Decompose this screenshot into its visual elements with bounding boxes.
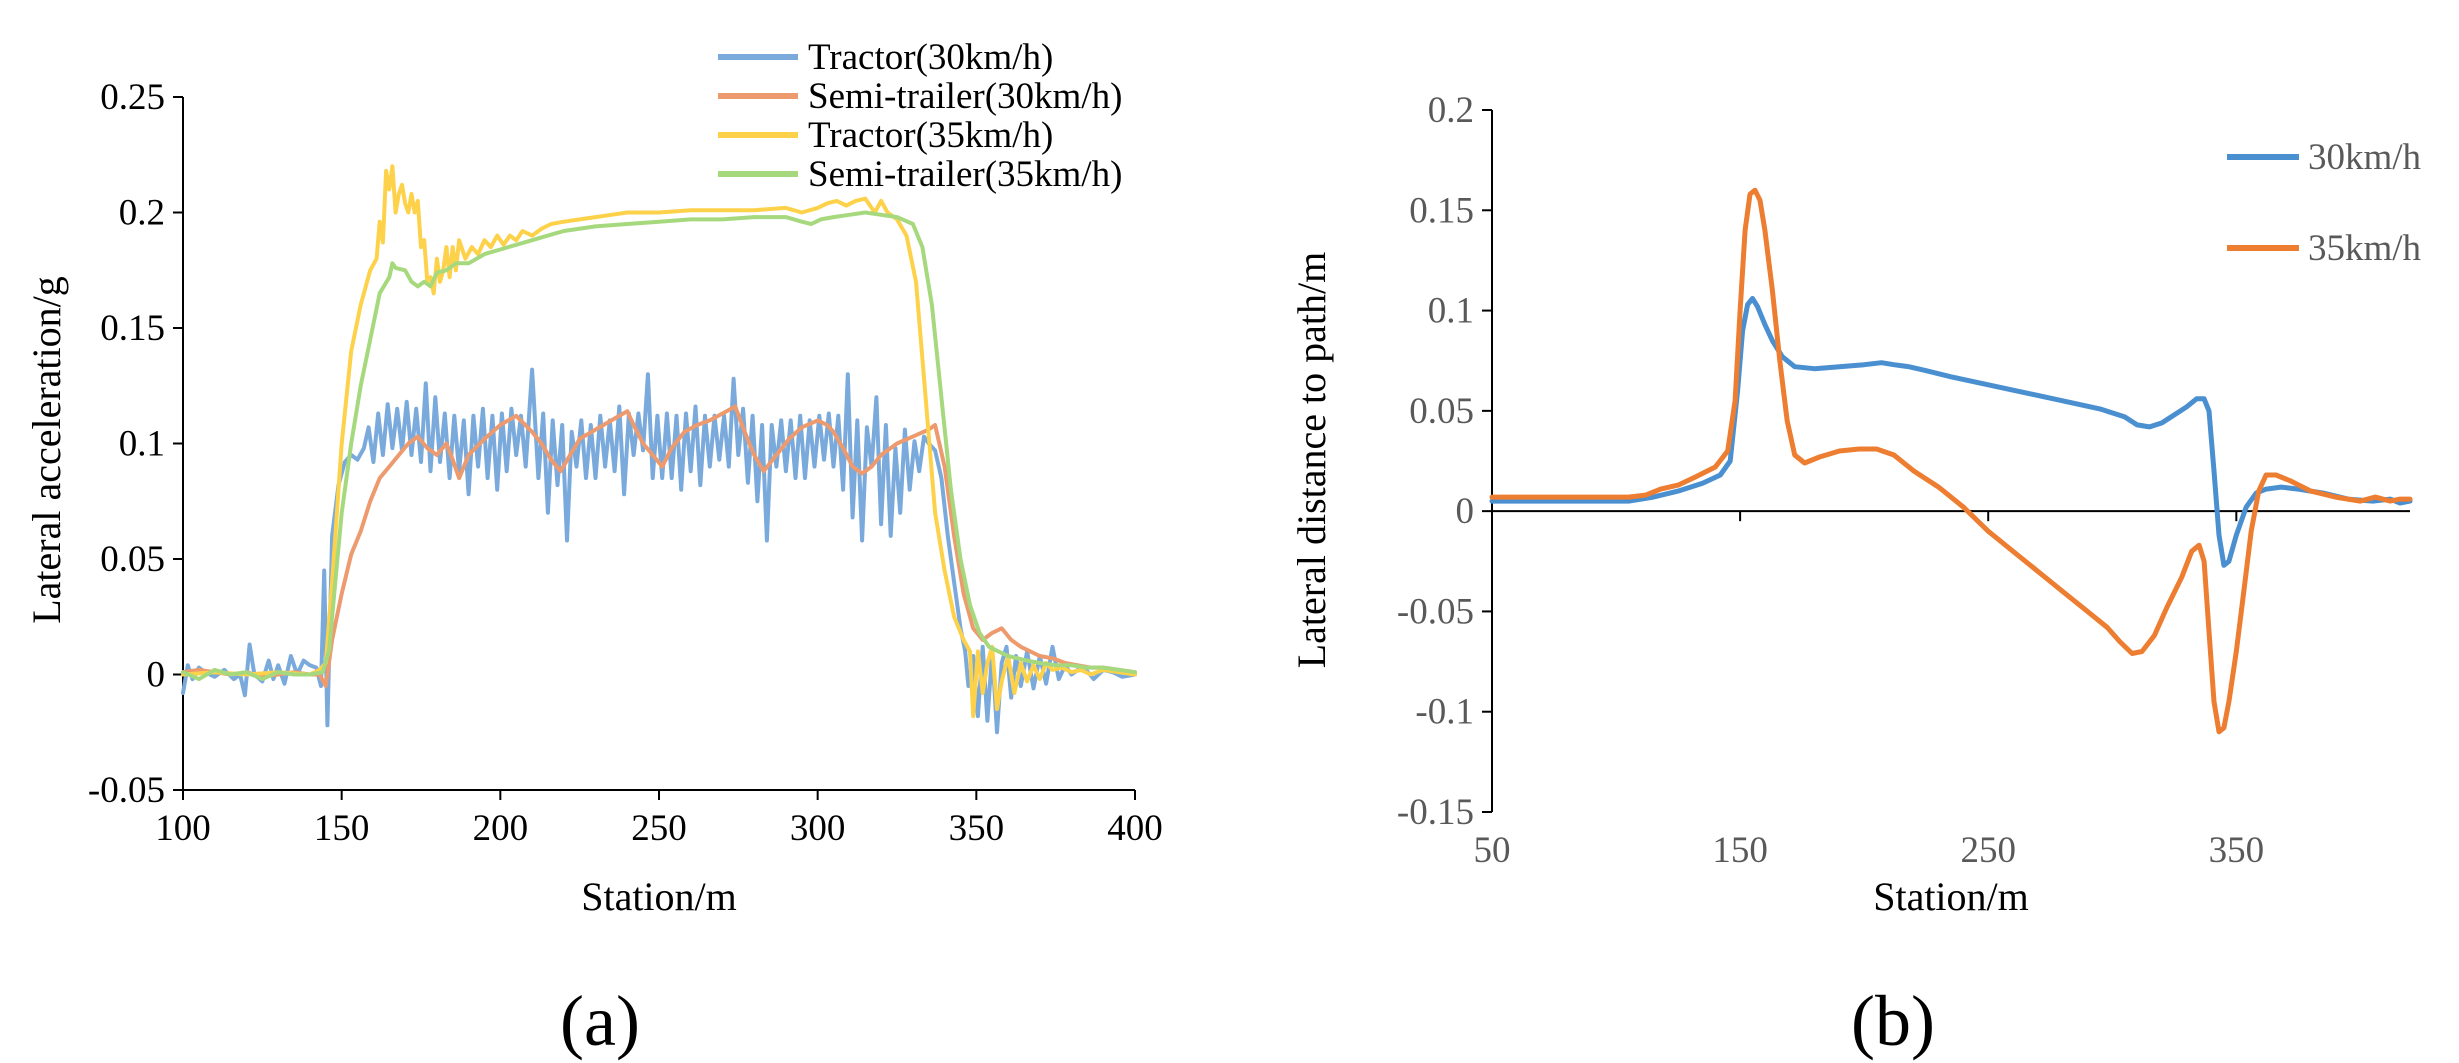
y-tick-label: 0.15 xyxy=(100,308,165,349)
series-line-2 xyxy=(181,404,1137,688)
x-tick-label: 350 xyxy=(2209,830,2265,871)
y-tick-label: 0.25 xyxy=(100,77,165,118)
y-tick-label: 0 xyxy=(147,655,166,696)
y-tick-label: -0.05 xyxy=(1397,591,1474,632)
chart-a: -0.05 0 0.05 0.1 0.15 0.2 0.25 100 150 200 250 300 3… xyxy=(24,37,1163,1061)
legend-label: Tractor(30km/h) xyxy=(808,37,1053,78)
panel-label: (a) xyxy=(560,981,640,1061)
x-tick-label: 400 xyxy=(1107,808,1163,849)
y-tick-label: -0.05 xyxy=(88,770,165,811)
panel-label: (b) xyxy=(1851,981,1935,1061)
legend-label: Tractor(35km/h) xyxy=(808,115,1053,156)
y-tick-label: -0.1 xyxy=(1415,692,1474,733)
y-tick-label: -0.15 xyxy=(1397,792,1474,833)
y-tick-label: 0.2 xyxy=(1428,90,1474,131)
x-tick-label: 50 xyxy=(1474,830,1511,871)
x-tick-label: 100 xyxy=(155,808,211,849)
x-axis-label: Station/m xyxy=(581,874,737,919)
y-tick-label: 0.1 xyxy=(119,424,165,465)
x-tick-label: 250 xyxy=(631,808,687,849)
series-line-2 xyxy=(1489,187,2413,735)
y-tick-label: 0.05 xyxy=(1409,391,1474,432)
x-axis-label: Station/m xyxy=(1873,874,2029,919)
x-tick-label: 150 xyxy=(314,808,370,849)
y-tick-label: 0.05 xyxy=(100,539,165,580)
y-axis-label: Lateral acceleration/g xyxy=(24,276,69,624)
series-line-1 xyxy=(181,367,1137,735)
x-tick-label: 250 xyxy=(1960,830,2016,871)
series-line-1 xyxy=(1489,296,2413,568)
y-tick-label: 0.2 xyxy=(119,193,165,234)
x-tick-label: 150 xyxy=(1712,830,1768,871)
x-tick-label: 200 xyxy=(473,808,529,849)
legend-label: Semi-trailer(30km/h) xyxy=(808,76,1122,117)
y-tick-label: 0 xyxy=(1456,491,1475,532)
legend-label: 30km/h xyxy=(2308,137,2422,178)
y-tick-label: 0.15 xyxy=(1409,190,1474,231)
x-tick-label: 300 xyxy=(790,808,846,849)
y-tick-label: 0.1 xyxy=(1428,291,1474,332)
legend-label: Semi-trailer(35km/h) xyxy=(808,154,1122,195)
y-axis-label: Lateral distance to path/m xyxy=(1289,252,1334,669)
legend-label: 35km/h xyxy=(2308,228,2422,269)
x-tick-label: 350 xyxy=(949,808,1005,849)
series-line-4 xyxy=(181,210,1137,682)
chart-b: -0.15 -0.1 -0.05 0 0.05 0.1 0.15 0.2 50 150 250 350… xyxy=(1289,90,2422,1061)
